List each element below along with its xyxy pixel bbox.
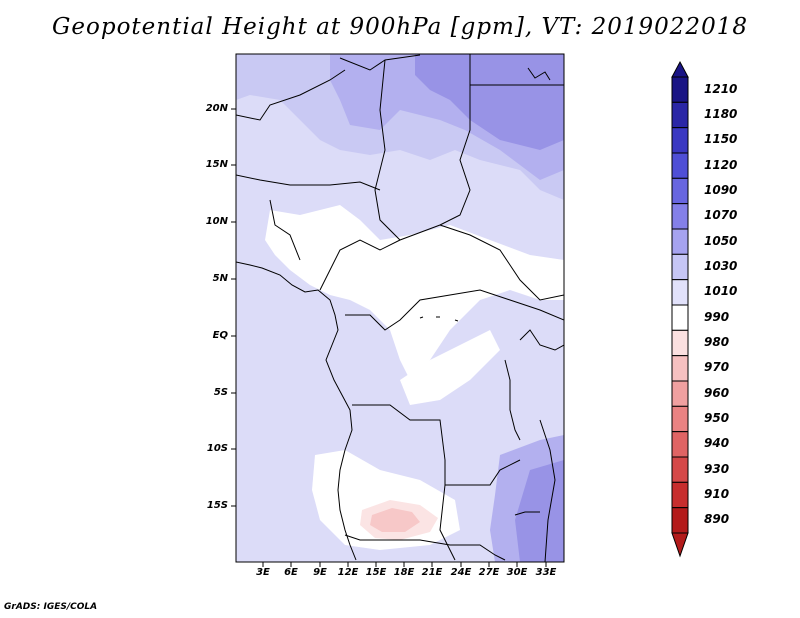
colorbar-level-label: 940 <box>704 436 730 451</box>
lat-label: 5S <box>213 387 228 398</box>
colorbar-box <box>671 405 689 433</box>
lat-label: 15N <box>205 159 228 170</box>
lat-label: 5N <box>212 273 228 284</box>
field-southwest-core <box>370 508 420 532</box>
colorbar-top-arrow <box>671 60 689 78</box>
colorbar-box <box>671 481 689 509</box>
colorbar-box <box>671 101 689 129</box>
colorbar-level-label: 1010 <box>704 284 738 299</box>
colorbar-box <box>671 228 689 255</box>
colorbar-box <box>671 431 689 458</box>
colorbar-box <box>671 152 689 179</box>
colorbar-box <box>671 253 689 281</box>
colorbar-box <box>671 380 689 407</box>
lon-label: 24E <box>450 567 472 578</box>
field-sahel-low <box>265 205 564 380</box>
lon-label: 12E <box>337 567 359 578</box>
lat-label: 15S <box>206 500 228 511</box>
colorbar-level-label: 1210 <box>704 81 738 96</box>
colorbar-level-label: 890 <box>704 512 730 527</box>
colorbar <box>671 60 689 558</box>
colorbar-box <box>671 177 689 205</box>
colorbar-level-label: 1120 <box>704 157 738 172</box>
colorbar-level-label: 950 <box>704 411 730 425</box>
colorbar-box <box>671 507 689 534</box>
map-frame <box>235 53 565 563</box>
lon-label: 15E <box>365 567 387 578</box>
colorbar-level-label: 1150 <box>704 132 738 147</box>
colorbar-box <box>671 279 689 306</box>
field-northeast-core <box>415 54 564 150</box>
colorbar-box <box>671 76 689 103</box>
lon-label: 9E <box>313 567 327 578</box>
lat-label: EQ <box>212 330 228 341</box>
lon-label: 30E <box>506 567 528 578</box>
colorbar-level-label: 960 <box>704 385 730 400</box>
colorbar-box <box>671 203 689 230</box>
colorbar-box <box>671 456 689 483</box>
lat-label: 10S <box>206 443 228 454</box>
colorbar-box <box>671 355 689 382</box>
colorbar-bottom-arrow <box>671 532 689 558</box>
colorbar-level-label: 1180 <box>704 107 738 121</box>
colorbar-level-label: 1050 <box>704 233 738 248</box>
colorbar-boxes <box>671 76 689 534</box>
lon-label: 21E <box>421 567 443 578</box>
colorbar-box <box>671 304 689 331</box>
lat-label: 20N <box>205 103 228 114</box>
field-basin-low <box>400 330 500 405</box>
grads-credit: GrADS: IGES/COLA <box>4 602 98 612</box>
lat-label: 10N <box>205 216 228 227</box>
lon-label: 6E <box>284 567 298 578</box>
map-title: Geopotential Height at 900hPa [gpm], VT:… <box>52 14 748 40</box>
colorbar-level-label: 980 <box>704 335 730 349</box>
colorbar-level-label: 1070 <box>704 208 738 223</box>
colorbar-box <box>671 127 689 154</box>
colorbar-level-label: 970 <box>704 360 730 375</box>
axis-ticks <box>231 108 547 567</box>
lon-label: 33E <box>535 567 557 578</box>
colorbar-level-label: 1090 <box>704 183 738 197</box>
lon-label: 27E <box>478 567 500 578</box>
colorbar-level-label: 1030 <box>704 259 738 273</box>
colorbar-level-label: 990 <box>704 309 730 324</box>
colorbar-box <box>671 329 689 357</box>
lon-label: 3E <box>256 567 270 578</box>
field-southeast-core <box>515 460 564 562</box>
lon-label: 18E <box>393 567 415 578</box>
colorbar-level-label: 930 <box>704 461 730 476</box>
colorbar-level-label: 910 <box>704 487 730 501</box>
coastlines-borders <box>236 54 564 562</box>
